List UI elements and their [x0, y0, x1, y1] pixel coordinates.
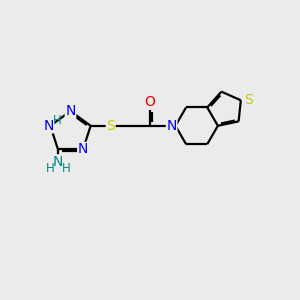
Text: O: O	[145, 95, 156, 109]
Text: H: H	[45, 162, 54, 175]
Text: H: H	[62, 162, 71, 175]
Text: N: N	[78, 142, 88, 157]
Text: N: N	[65, 104, 76, 118]
Text: N: N	[167, 119, 177, 133]
Text: S: S	[106, 119, 115, 133]
Text: N: N	[53, 155, 63, 169]
Text: H: H	[53, 114, 62, 127]
Text: N: N	[44, 119, 54, 133]
Text: S: S	[244, 93, 253, 107]
